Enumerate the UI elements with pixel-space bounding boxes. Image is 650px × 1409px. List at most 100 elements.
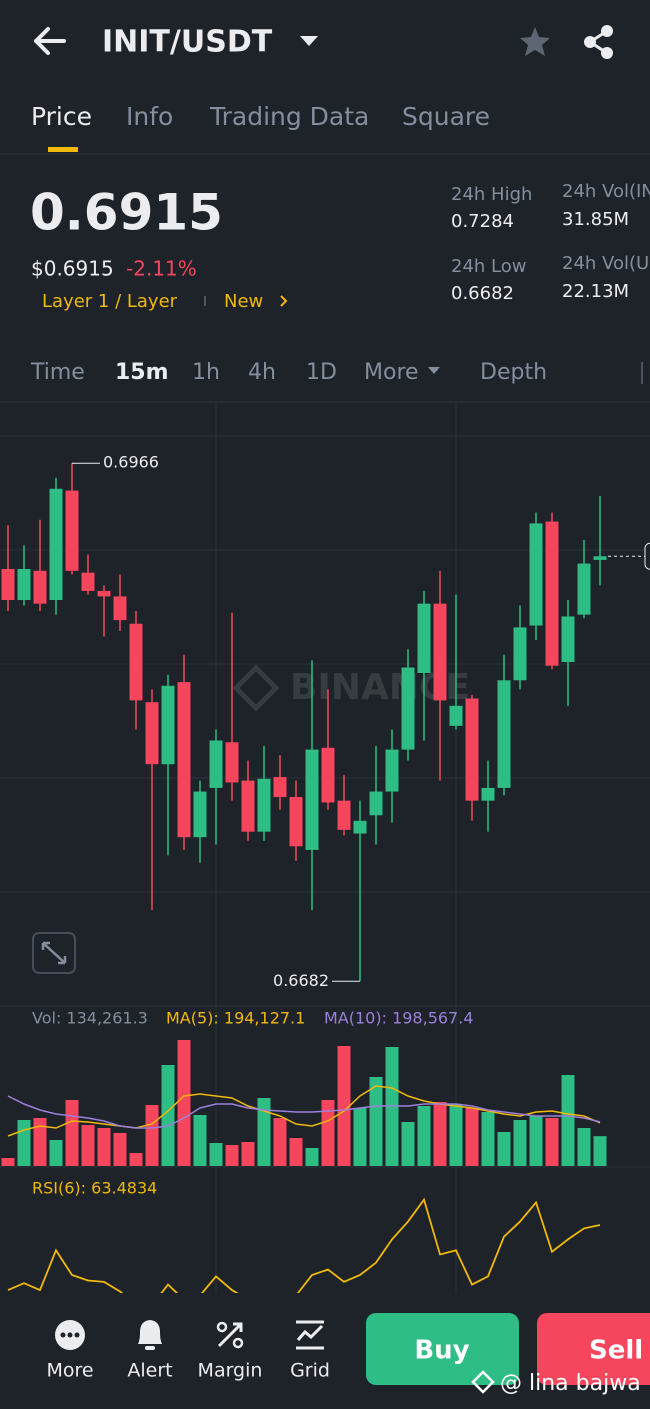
usd-price: $0.6915: [31, 257, 114, 281]
tag-chevron: [280, 295, 288, 307]
volume-bar: [401, 1122, 415, 1166]
candle-body: [465, 698, 479, 801]
candle-body: [401, 667, 415, 750]
pair-caret[interactable]: [300, 36, 318, 46]
candle-body: [209, 740, 223, 788]
expand-icon: [41, 941, 67, 965]
tab[interactable]: Price: [31, 102, 92, 131]
pair-title[interactable]: INIT/USDT: [102, 25, 273, 60]
volume-bar: [113, 1133, 127, 1166]
volume-bar: [81, 1125, 95, 1166]
candle-body: [481, 787, 495, 801]
nav-icon-dot: [74, 1332, 80, 1338]
candle-body: [81, 572, 95, 591]
ma10-label: MA(10): 198,567.4: [324, 1009, 474, 1028]
share-link: [587, 29, 608, 55]
candle-body: [289, 797, 303, 847]
volume-bar: [561, 1075, 575, 1166]
candle-body: [1, 569, 15, 601]
candle-body: [65, 490, 79, 571]
ma5-line: [7, 1085, 601, 1137]
nav-icon: [217, 1322, 243, 1348]
candle-body: [577, 563, 591, 615]
logo-diamond: [232, 664, 280, 712]
volume-bar: [177, 1040, 191, 1166]
candle-body: [257, 778, 271, 832]
nav-margin[interactable]: Margin: [198, 1321, 263, 1382]
expand-frame: [32, 932, 76, 974]
volume-bar: [225, 1145, 239, 1166]
interval[interactable]: 1h: [192, 360, 220, 385]
interval[interactable]: 1D: [306, 360, 337, 385]
interval[interactable]: Time: [30, 360, 85, 385]
buy-button[interactable]: Buy: [366, 1313, 519, 1385]
volume-bar: [193, 1115, 207, 1166]
nav-icon: [216, 1321, 228, 1333]
stat-value: 0.7284: [451, 211, 514, 232]
stat-value: 22.13M: [562, 281, 629, 302]
volume-bar: [481, 1112, 495, 1166]
volume-bar: [289, 1138, 303, 1166]
volume-bar: [49, 1140, 63, 1166]
volume-bar: [1, 1158, 15, 1166]
current-price-tag: [644, 542, 650, 570]
nav-label: Grid: [290, 1360, 330, 1382]
volume-bar: [17, 1120, 31, 1166]
nav-more[interactable]: More: [46, 1320, 94, 1382]
nav-label: Margin: [198, 1360, 263, 1382]
share-button[interactable]: [584, 25, 613, 59]
volume-bar: [33, 1118, 47, 1166]
candle-body: [129, 623, 143, 701]
candle-body: [145, 702, 159, 765]
volume-bar: [161, 1065, 175, 1166]
tab[interactable]: Square: [402, 102, 490, 131]
buy-label: Buy: [414, 1336, 469, 1366]
candle-body: [17, 569, 31, 601]
nav-grid[interactable]: Grid: [290, 1320, 330, 1382]
tag[interactable]: Layer 1 / Layer: [42, 291, 178, 312]
interval[interactable]: 15m: [115, 360, 169, 385]
candle-body: [529, 523, 543, 626]
favorite-star[interactable]: [520, 27, 550, 56]
volume-bar: [417, 1106, 431, 1166]
candle-body: [225, 742, 239, 783]
expand-button[interactable]: [32, 932, 76, 974]
interval[interactable]: Depth: [480, 360, 547, 385]
candle-body: [161, 685, 175, 765]
high-label: 0.6966: [103, 453, 159, 472]
ma5-label: MA(5): 194,127.1: [166, 1009, 305, 1028]
candle-body: [113, 596, 127, 621]
nav-label: More: [46, 1360, 93, 1382]
volume-bar: [513, 1120, 527, 1166]
sell-button[interactable]: Sell: [537, 1313, 650, 1385]
volume-bar: [145, 1105, 159, 1166]
buy-bg: [366, 1313, 519, 1385]
volume-bar: [433, 1102, 447, 1166]
volume-bar: [529, 1116, 543, 1166]
tab-underline: [48, 147, 78, 152]
back-button[interactable]: [34, 27, 66, 55]
volume-bar: [353, 1108, 367, 1166]
nav-alert[interactable]: Alert: [127, 1320, 173, 1382]
candle-body: [305, 749, 319, 850]
rsi-label: RSI(6): 63.4834: [32, 1179, 157, 1198]
stat-label: 24h Vol(IN: [562, 181, 650, 202]
tab[interactable]: Info: [126, 102, 173, 131]
volume-bar: [577, 1128, 591, 1166]
volume-bar: [257, 1098, 271, 1166]
candle-body: [321, 747, 335, 803]
nav-icon-dot: [67, 1332, 73, 1338]
stat-label: 24h Low: [451, 256, 526, 277]
candle-body: [545, 521, 559, 666]
ma10-line: [7, 1095, 601, 1129]
candle-body: [513, 627, 527, 681]
tab[interactable]: Trading Data: [209, 102, 369, 131]
volume-bar: [545, 1118, 559, 1166]
candle-body: [353, 820, 367, 834]
interval[interactable]: 4h: [248, 360, 276, 385]
back-arrow: [34, 27, 66, 55]
tag[interactable]: New: [224, 291, 263, 312]
volume-bar: [337, 1046, 351, 1166]
interval[interactable]: More: [364, 360, 419, 385]
